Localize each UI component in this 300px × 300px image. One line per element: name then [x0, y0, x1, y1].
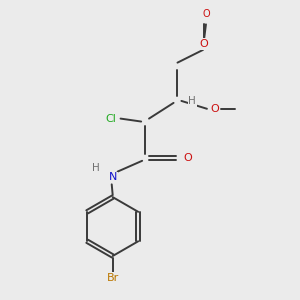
Text: O: O [183, 153, 192, 163]
Text: H: H [188, 96, 196, 106]
Text: Br: Br [106, 273, 119, 283]
Text: O: O [202, 9, 210, 19]
Text: O: O [200, 39, 208, 49]
Text: N: N [109, 172, 117, 182]
Text: O: O [210, 104, 219, 114]
Text: Cl: Cl [105, 114, 116, 124]
Text: H: H [92, 163, 100, 173]
